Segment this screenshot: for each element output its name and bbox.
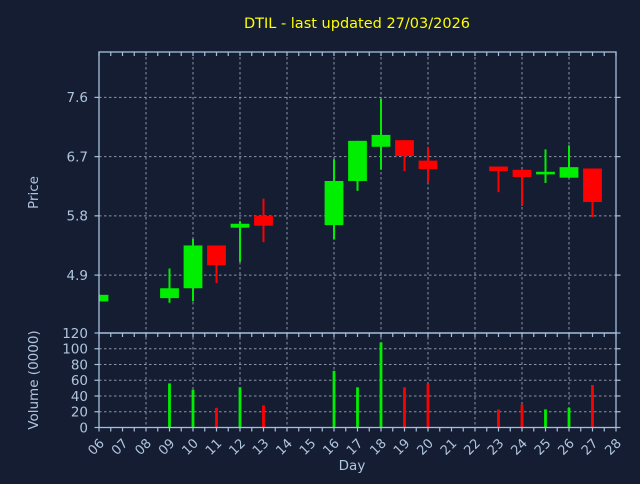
- day-tick-label: 10: [180, 436, 202, 458]
- chart-title: DTIL - last updated 27/03/2026: [244, 16, 470, 32]
- candle-body: [559, 167, 579, 178]
- day-tick-label: 13: [250, 436, 272, 458]
- volume-tick-label: 60: [71, 373, 88, 389]
- candle-body: [512, 169, 532, 178]
- candle-body: [254, 215, 273, 226]
- chart-series: [99, 98, 602, 428]
- volume-bar: [379, 342, 383, 428]
- day-tick-label: 19: [391, 436, 413, 458]
- candle-body: [160, 288, 179, 299]
- volume-bar: [356, 387, 359, 428]
- axes-spines-ticks: [94, 51, 621, 432]
- candle-body: [99, 294, 109, 302]
- volume-tick-label: 80: [71, 357, 88, 373]
- day-tick-label: 14: [274, 436, 296, 458]
- gridlines: [99, 52, 616, 428]
- volume-tick-label: 20: [71, 405, 88, 421]
- candle-body: [395, 140, 414, 156]
- price-tick-label: 6.7: [67, 149, 88, 165]
- volume-bar: [191, 389, 195, 428]
- volume-tick-label: 120: [62, 326, 88, 342]
- candle-body: [183, 245, 203, 289]
- day-tick-label: 24: [509, 436, 531, 458]
- day-tick-label: 09: [156, 436, 178, 458]
- volume-bar: [497, 409, 500, 428]
- day-tick-label: 28: [603, 436, 625, 458]
- day-tick-label: 12: [227, 436, 249, 458]
- day-tick-label: 22: [462, 436, 484, 458]
- day-tick-label: 16: [321, 436, 343, 458]
- candle-body: [489, 166, 508, 172]
- price-axis-label: Price: [26, 176, 42, 209]
- price-tick-label: 5.8: [67, 209, 88, 225]
- candle-body: [371, 134, 391, 147]
- day-tick-label: 07: [109, 436, 131, 458]
- volume-bar: [168, 383, 171, 428]
- day-tick-label: 23: [485, 436, 507, 458]
- volume-bar: [567, 407, 571, 428]
- volume-bar: [544, 409, 547, 428]
- volume-tick-label: 100: [62, 342, 88, 358]
- volume-bar: [591, 384, 594, 428]
- day-tick-label: 18: [368, 436, 390, 458]
- volume-bar: [520, 404, 524, 428]
- candle-body: [418, 160, 438, 170]
- candle-body: [348, 140, 367, 181]
- day-tick-label: 21: [438, 436, 460, 458]
- candle-body: [207, 245, 226, 266]
- volume-bar: [238, 387, 242, 428]
- day-tick-label: 15: [297, 436, 319, 458]
- candle-body: [230, 223, 250, 228]
- day-tick-label: 06: [86, 436, 108, 458]
- day-tick-label: 08: [133, 436, 155, 458]
- day-tick-label: 25: [532, 436, 554, 458]
- candle-body: [583, 168, 602, 203]
- price-tick-label: 7.6: [67, 90, 88, 106]
- volume-bar: [332, 370, 336, 428]
- volume-bar: [215, 407, 218, 428]
- candle-body: [536, 171, 555, 175]
- volume-tick-label: 40: [71, 389, 88, 405]
- volume-bar: [403, 387, 406, 428]
- price-tick-label: 4.9: [67, 268, 88, 284]
- candle-body: [324, 180, 344, 226]
- volume-bar: [426, 384, 430, 428]
- day-tick-label: 26: [556, 436, 578, 458]
- volume-bar: [262, 405, 265, 428]
- day-tick-label: 11: [203, 436, 225, 458]
- day-tick-label: 17: [344, 436, 366, 458]
- day-tick-label: 20: [415, 436, 437, 458]
- volume-tick-label: 0: [79, 420, 88, 436]
- volume-axis-label: Volume (0000): [26, 330, 42, 429]
- x-axis-label: Day: [339, 458, 366, 474]
- day-tick-label: 27: [579, 436, 601, 458]
